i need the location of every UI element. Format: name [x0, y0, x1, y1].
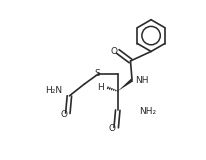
Text: NH: NH: [135, 76, 148, 85]
Text: O: O: [110, 47, 117, 56]
Text: S: S: [94, 68, 100, 78]
Polygon shape: [117, 79, 132, 91]
Text: H: H: [96, 83, 103, 92]
Text: H₂N: H₂N: [44, 86, 62, 95]
Text: NH₂: NH₂: [138, 107, 156, 116]
Text: O: O: [108, 124, 115, 133]
Text: O: O: [60, 110, 67, 119]
